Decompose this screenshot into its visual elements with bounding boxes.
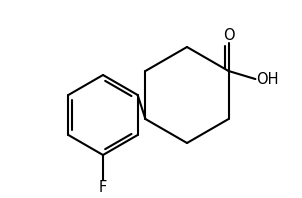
Text: F: F	[99, 180, 107, 194]
Text: O: O	[223, 29, 234, 44]
Text: OH: OH	[256, 71, 279, 87]
